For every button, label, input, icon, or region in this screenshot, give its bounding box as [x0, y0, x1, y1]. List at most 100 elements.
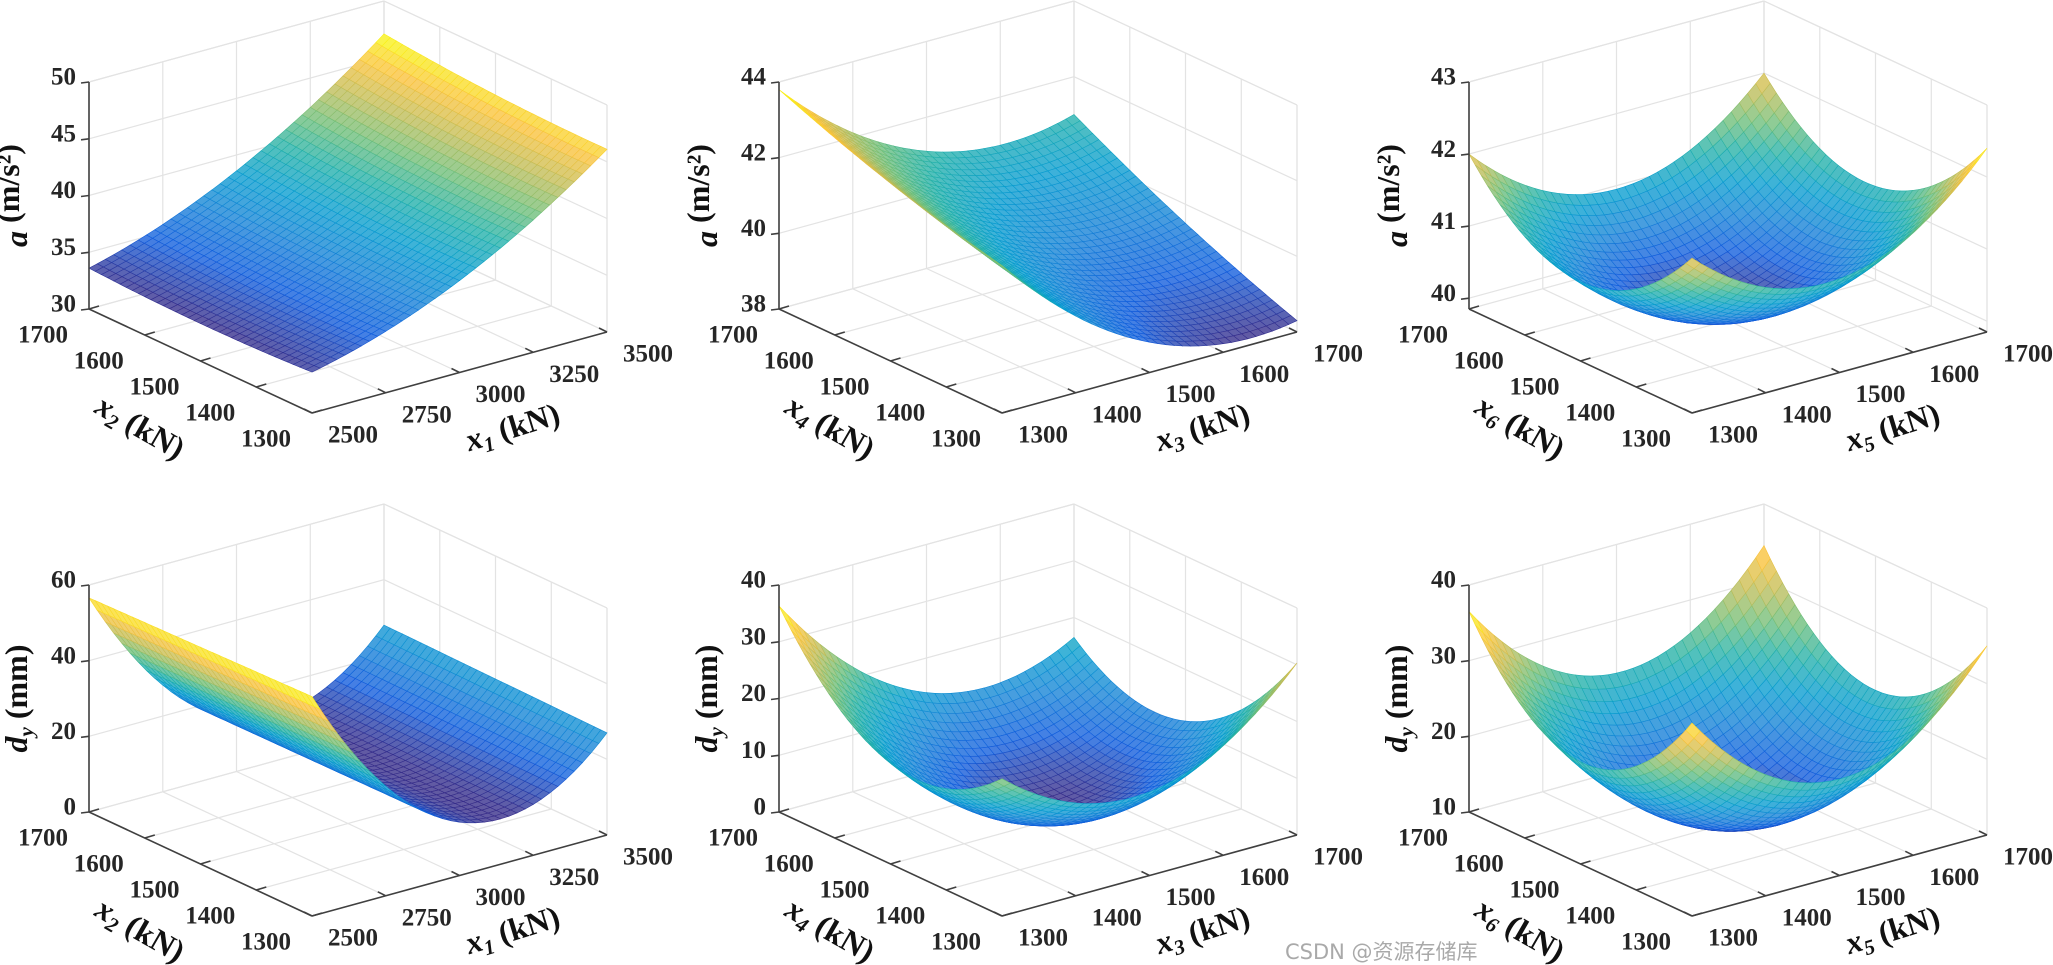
x-tick-label: 1300	[1708, 422, 1758, 449]
z-tick-label: 42	[741, 139, 766, 166]
z-axis-title: a (m/s²)	[1370, 144, 1414, 247]
x-tick-label: 1500	[1166, 381, 1216, 408]
x-tick	[524, 347, 534, 354]
y-tick-label: 1600	[74, 348, 124, 375]
x-tick-label: 3500	[623, 341, 673, 368]
y-tick	[946, 383, 957, 388]
z-axis-title: a (m/s²)	[0, 144, 34, 247]
surface-mesh	[88, 597, 608, 824]
y-tick-label: 1500	[1510, 374, 1560, 401]
y-tick-label: 1300	[241, 426, 291, 453]
x-tick-label: 3000	[476, 381, 526, 408]
x-tick-label: 1400	[1782, 402, 1832, 429]
x-tick	[598, 327, 608, 333]
x-tick	[993, 408, 1003, 414]
x-tick-label: 1400	[1092, 402, 1142, 429]
y-tick	[1691, 409, 1703, 414]
y-tick-label: 1700	[708, 322, 758, 349]
y-tick	[778, 305, 790, 310]
surface-panel-4: 2500275030003250350013001400150016001700…	[0, 503, 673, 965]
y-tick	[88, 305, 100, 310]
z-tick	[80, 138, 90, 141]
axis-title-unit: (m/s²)	[1370, 144, 1406, 231]
z-tick	[80, 194, 90, 198]
x-tick-label: 1500	[1856, 381, 1906, 408]
z-tick-label: 40	[51, 177, 76, 204]
y-tick-label: 1500	[130, 374, 180, 401]
y-tick	[144, 331, 156, 336]
z-axis-title: a (m/s²)	[680, 144, 724, 247]
z-tick	[770, 81, 780, 84]
axis-title-unit: (kN)	[112, 400, 191, 466]
y-tick-label: 1600	[764, 348, 814, 375]
z-tick	[770, 308, 780, 311]
x-tick-label: 1700	[2003, 341, 2053, 368]
wall-gridline	[383, 0, 608, 106]
y-tick-label: 1600	[1454, 348, 1504, 375]
z-tick-label: 42	[1431, 136, 1456, 163]
y-tick-label: 1300	[1621, 426, 1671, 453]
z-tick	[80, 251, 90, 255]
y-tick	[200, 357, 211, 362]
z-tick-label: 38	[741, 291, 766, 318]
x-tick	[1214, 347, 1224, 354]
y-tick-label: 1500	[820, 374, 870, 401]
z-tick	[1460, 225, 1470, 228]
z-tick	[1460, 81, 1470, 84]
axis-title-variable: a	[1378, 231, 1414, 247]
x-tick-label: 1600	[1239, 361, 1289, 388]
x-tick	[1141, 367, 1150, 374]
surface-patch	[1972, 147, 1988, 166]
floor-gridline	[256, 305, 552, 388]
surface-panel-2: 1300140015001600170013001400150016001700…	[680, 0, 1363, 467]
floor-gridline	[256, 808, 552, 891]
x-tick	[1288, 327, 1298, 333]
surface-mesh	[88, 33, 608, 373]
surface-mesh	[778, 89, 1298, 347]
z-tick-label: 30	[51, 291, 76, 318]
z-tick-label: 41	[1431, 208, 1456, 235]
x-tick	[377, 388, 387, 394]
axis-title-unit: (m/s²)	[0, 144, 26, 231]
z-tick-label: 43	[1431, 64, 1456, 91]
z-tick-label: 40	[741, 215, 766, 242]
z-tick-label: 40	[1431, 280, 1456, 307]
z-tick	[770, 232, 780, 236]
z-tick	[1460, 297, 1470, 300]
y-tick	[1636, 383, 1647, 388]
x-tick-label: 3250	[549, 361, 599, 388]
x-tick	[1067, 388, 1077, 394]
y-tick-label: 1400	[875, 400, 925, 427]
x-tick	[1904, 347, 1914, 354]
x-tick	[1757, 388, 1767, 394]
y-tick	[311, 409, 323, 414]
x-tick	[451, 367, 460, 374]
y-tick-label: 1700	[1398, 322, 1448, 349]
z-tick-label: 44	[741, 64, 767, 91]
axis-title-variable: a	[0, 231, 34, 247]
axis-title-variable: a	[688, 231, 724, 247]
z-tick-label: 45	[51, 121, 76, 148]
x-tick-label: 1600	[1929, 361, 1979, 388]
z-tick-label: 35	[51, 234, 76, 261]
z-tick	[1460, 153, 1470, 156]
x-tick	[303, 408, 313, 414]
y-tick-label: 1300	[931, 426, 981, 453]
wall-gridline	[88, 0, 385, 83]
y-tick-label: 1700	[18, 322, 68, 349]
x-tick-label: 2500	[328, 422, 378, 449]
x-tick	[1978, 327, 1988, 333]
x-tick-label: 2750	[402, 402, 452, 429]
y-tick	[1580, 357, 1591, 362]
z-tick-label: 50	[51, 64, 76, 91]
z-tick	[770, 156, 780, 160]
y-tick	[1468, 305, 1480, 310]
y-tick	[1001, 409, 1013, 414]
y-tick	[834, 331, 846, 336]
axis-title-unit: (kN)	[802, 400, 881, 466]
surface-panel-1: 2500275030003250350013001400150016001700…	[0, 0, 673, 467]
surface-mesh	[1468, 72, 1988, 325]
x-tick-label: 1700	[1313, 341, 1363, 368]
wall-gridline	[88, 57, 385, 140]
